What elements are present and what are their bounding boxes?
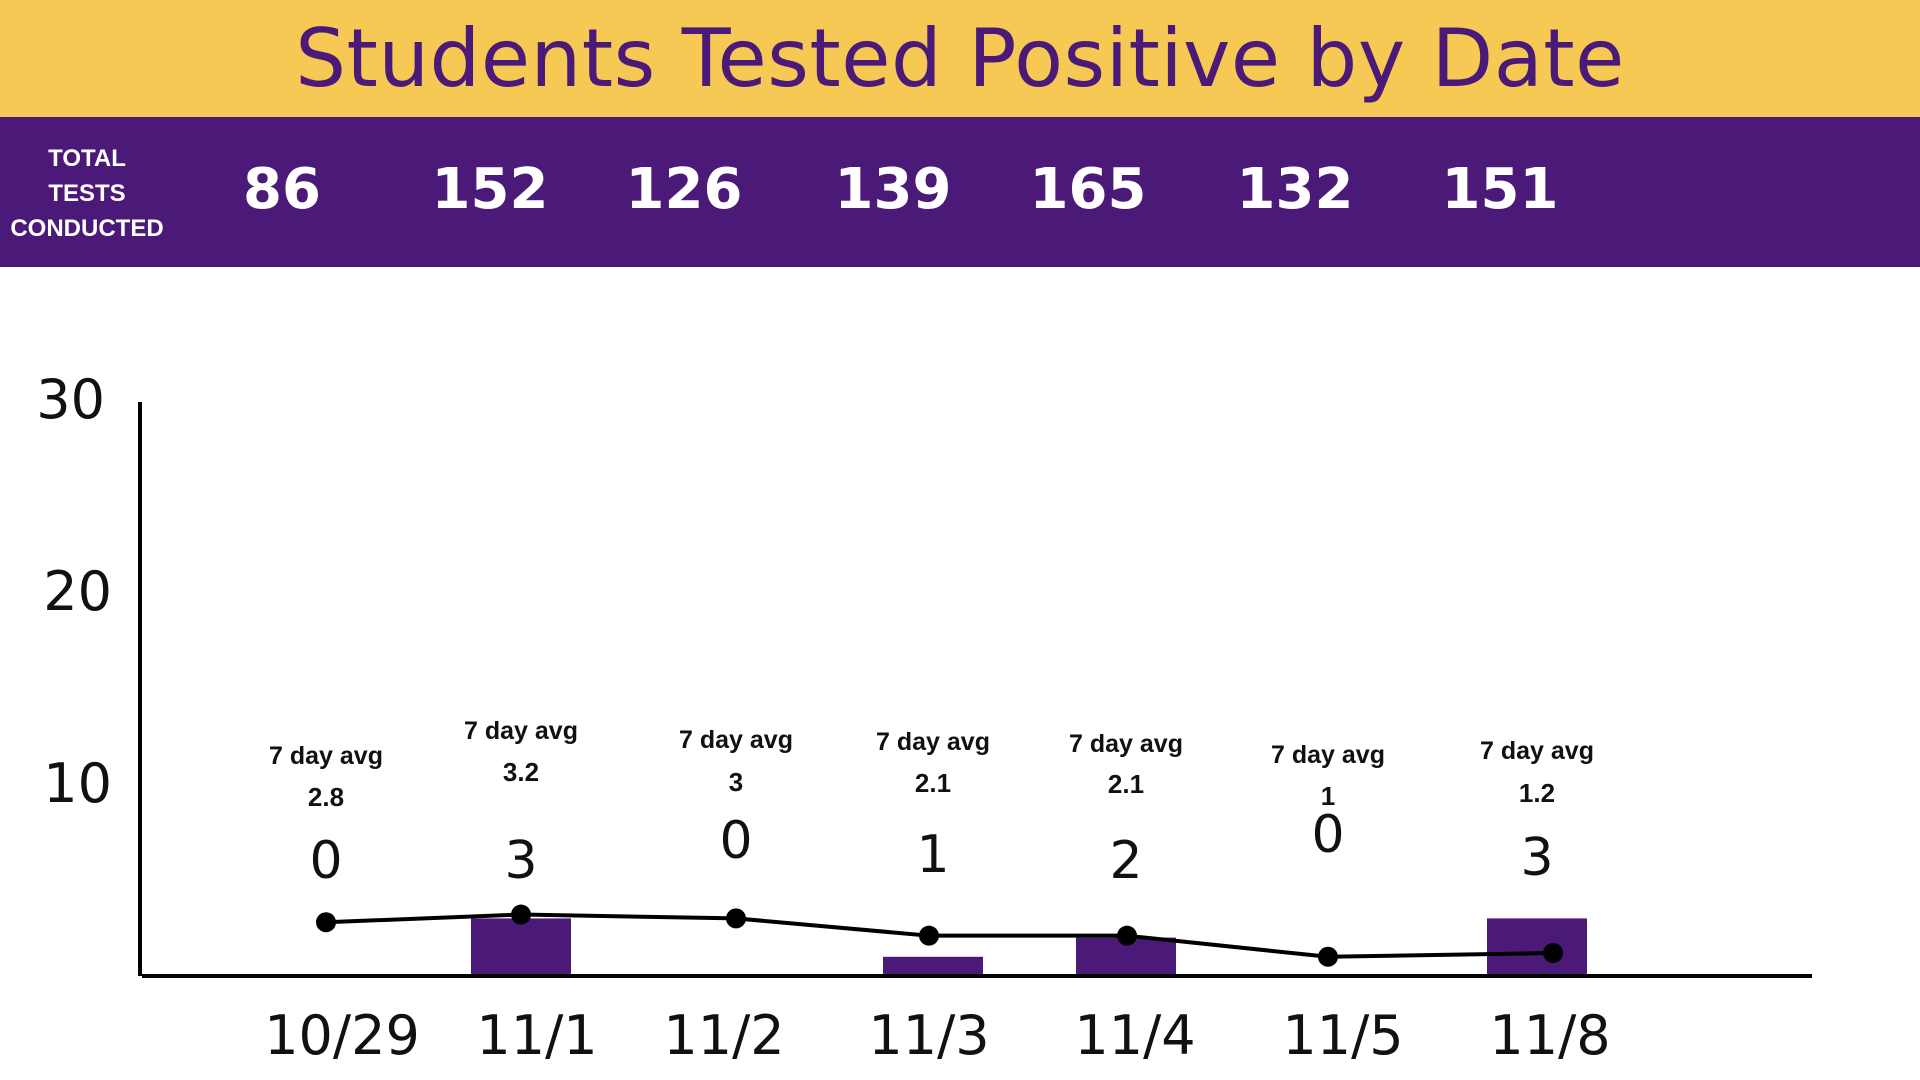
avg-point xyxy=(1543,942,1563,963)
total-tests-value: 139 xyxy=(834,157,952,222)
avg-caption: 7 day avg xyxy=(876,728,990,756)
bar-value-label: 0 xyxy=(719,811,752,871)
bar xyxy=(883,956,983,976)
totals-label: TOTAL TESTS CONDUCTED xyxy=(0,141,174,246)
avg-caption: 7 day avg xyxy=(1271,741,1385,769)
bar-value-label: 3 xyxy=(504,831,537,891)
x-tick-label: 11/3 xyxy=(868,1004,989,1067)
avg-value-label: 3 xyxy=(729,767,743,797)
x-tick-label: 11/1 xyxy=(476,1004,597,1067)
avg-value-label: 2.8 xyxy=(308,782,344,812)
bar-value-label: 3 xyxy=(1520,828,1553,888)
x-tick-label: 11/4 xyxy=(1074,1004,1195,1067)
avg-point xyxy=(1318,946,1338,967)
avg-point xyxy=(316,912,336,933)
avg-caption: 7 day avg xyxy=(1069,730,1183,758)
bar xyxy=(1487,918,1587,976)
avg-caption: 7 day avg xyxy=(679,726,793,754)
avg-caption: 7 day avg xyxy=(269,742,383,770)
avg-value-label: 2.1 xyxy=(1108,769,1144,799)
avg-point xyxy=(726,908,746,929)
avg-caption: 7 day avg xyxy=(464,717,578,745)
avg-point xyxy=(1117,925,1137,946)
x-tick-label: 11/2 xyxy=(663,1004,784,1067)
y-tick-label: 30 xyxy=(36,368,105,431)
avg-point xyxy=(919,925,939,946)
bar-value-label: 1 xyxy=(916,825,949,885)
totals-label-line: TESTS xyxy=(48,180,126,207)
avg-value-label: 3.2 xyxy=(503,757,539,787)
bar xyxy=(471,918,571,976)
total-tests-value: 152 xyxy=(431,157,549,222)
total-tests-value: 86 xyxy=(243,157,321,222)
x-tick-label: 10/29 xyxy=(264,1004,420,1067)
totals-label-line: TOTAL xyxy=(48,145,126,172)
page-title: Students Tested Positive by Date xyxy=(295,12,1625,105)
totals-bar: TOTAL TESTS CONDUCTED 86 152 126 139 165… xyxy=(0,117,1920,267)
bar-value-label: 0 xyxy=(309,831,342,891)
totals-label-line: CONDUCTED xyxy=(10,215,164,242)
y-tick-label: 20 xyxy=(43,560,112,623)
bar-value-label: 2 xyxy=(1109,831,1142,891)
avg-value-label: 1.2 xyxy=(1519,778,1555,808)
avg-caption: 7 day avg xyxy=(1480,737,1594,765)
avg-value-label: 2.1 xyxy=(915,768,951,798)
x-tick-label: 11/5 xyxy=(1282,1004,1403,1067)
y-tick-label: 10 xyxy=(43,752,112,815)
total-tests-value: 126 xyxy=(625,157,743,222)
total-tests-value: 151 xyxy=(1441,157,1559,222)
x-tick-label: 11/8 xyxy=(1489,1004,1610,1067)
bar-value-label: 0 xyxy=(1311,805,1344,865)
total-tests-value: 132 xyxy=(1236,157,1354,222)
total-tests-value: 165 xyxy=(1029,157,1147,222)
title-bar: Students Tested Positive by Date xyxy=(0,0,1920,117)
avg-point xyxy=(511,904,531,925)
avg-value-label: 1 xyxy=(1321,781,1335,811)
